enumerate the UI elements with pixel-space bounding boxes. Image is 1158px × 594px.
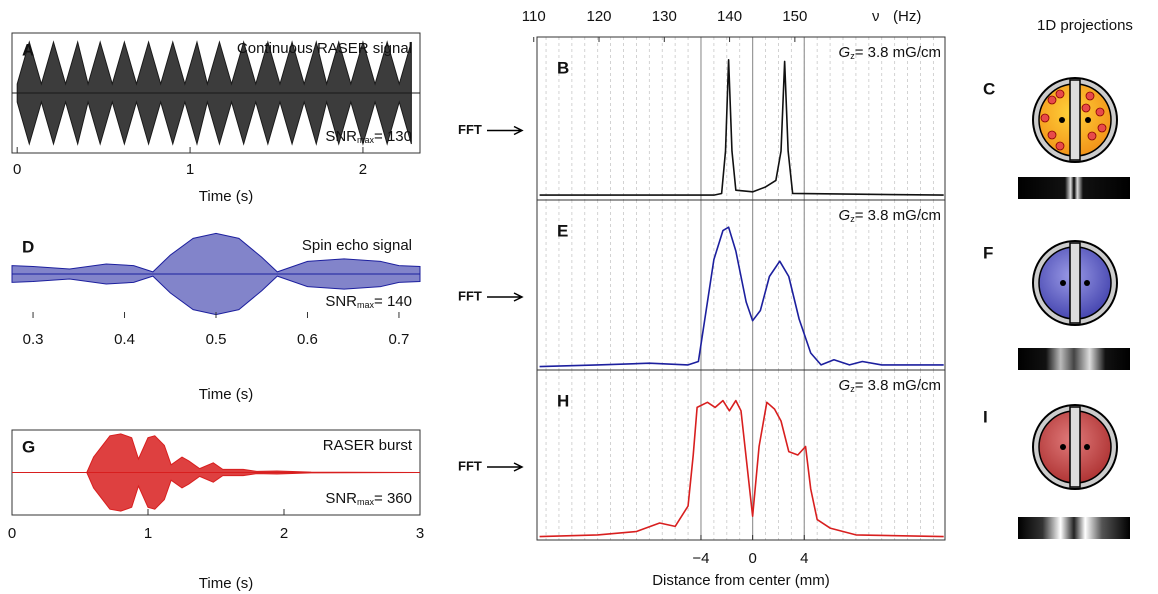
snr-label-part: = 130 bbox=[374, 128, 412, 145]
plot-frame bbox=[536, 369, 946, 541]
snr-label-part: max bbox=[357, 300, 375, 310]
x-tick-label: −4 bbox=[692, 550, 709, 567]
x-axis-title: Time (s) bbox=[199, 188, 253, 205]
panel-label: D bbox=[22, 237, 34, 256]
x-tick-label: 1 bbox=[144, 525, 152, 542]
gradient-label: Gz= 3.8 mG/cm bbox=[839, 44, 941, 61]
plot-frame bbox=[536, 36, 946, 201]
snr-label-part: max bbox=[357, 497, 375, 507]
diagram-c bbox=[1032, 77, 1118, 163]
x-axis-title: Distance from center (mm) bbox=[652, 572, 830, 589]
snr-label-part: = 140 bbox=[374, 293, 412, 310]
diagram-f bbox=[1032, 240, 1118, 326]
fft-label: FFT bbox=[458, 288, 482, 303]
x-tick-label: 0.4 bbox=[114, 331, 135, 348]
x2-tick-label: 150 bbox=[782, 8, 807, 25]
fft-label: FFT bbox=[458, 122, 482, 137]
x-tick-label: 3 bbox=[416, 525, 424, 542]
projection-i bbox=[1018, 517, 1130, 539]
snr-label: SNRmax= 140 bbox=[325, 293, 412, 310]
x2-tick-label: 120 bbox=[587, 8, 612, 25]
x-tick-label: 0 bbox=[748, 550, 756, 567]
gradient-label: Gz= 3.8 mG/cm bbox=[839, 207, 941, 224]
projection-c bbox=[1018, 177, 1130, 199]
snr-label-part: = 360 bbox=[374, 490, 412, 507]
x2-axis-title: ν bbox=[872, 8, 880, 25]
fft-arrow bbox=[487, 125, 524, 136]
signal-title: RASER burst bbox=[323, 437, 413, 454]
panel-label: F bbox=[983, 243, 993, 262]
gradient-label-part: z bbox=[850, 214, 855, 224]
signal-envelope bbox=[11, 232, 421, 316]
x-tick-label: 0 bbox=[13, 161, 21, 178]
gradient-label-part: G bbox=[839, 207, 851, 224]
panel-label: A bbox=[22, 40, 34, 59]
x-tick-label: 0.5 bbox=[206, 331, 227, 348]
fft-arrow bbox=[487, 292, 524, 302]
x-tick-label: 0 bbox=[8, 525, 16, 542]
x-axis-title: Time (s) bbox=[199, 575, 253, 592]
spectrum-line bbox=[539, 399, 944, 538]
projections-title: 1D projections bbox=[1037, 17, 1133, 34]
signal-envelope bbox=[16, 40, 412, 146]
x-tick-label: 0.3 bbox=[23, 331, 44, 348]
x2-tick-label: 130 bbox=[652, 8, 677, 25]
gradient-label-part: = 3.8 mG/cm bbox=[855, 377, 941, 394]
snr-label-part: max bbox=[357, 135, 375, 145]
x2-axis-unit: (Hz) bbox=[893, 8, 921, 25]
gradient-label: Gz= 3.8 mG/cm bbox=[839, 377, 941, 394]
x-tick-label: 0.6 bbox=[297, 331, 318, 348]
fft-arrow bbox=[487, 462, 524, 472]
gradient-label-part: z bbox=[850, 384, 855, 394]
x-tick-label: 4 bbox=[800, 550, 808, 567]
signal-title: Continuous RASER signal bbox=[237, 40, 412, 57]
snr-label-part: SNR bbox=[325, 128, 357, 145]
snr-label: SNRmax= 360 bbox=[325, 490, 412, 507]
x-tick-label: 2 bbox=[280, 525, 288, 542]
x-axis-title: Time (s) bbox=[199, 386, 253, 403]
spectrum-line bbox=[539, 226, 944, 368]
diagram-i bbox=[1032, 404, 1118, 490]
gradient-label-part: = 3.8 mG/cm bbox=[855, 207, 941, 224]
x2-tick-label: 110 bbox=[522, 8, 546, 25]
snr-label-part: SNR bbox=[325, 490, 357, 507]
snr-label-part: SNR bbox=[325, 293, 357, 310]
gradient-label-part: z bbox=[850, 51, 855, 61]
x-tick-label: 2 bbox=[359, 161, 367, 178]
plot-frame bbox=[536, 199, 946, 371]
signal-title: Spin echo signal bbox=[302, 237, 412, 254]
gradient-label-part: G bbox=[839, 377, 851, 394]
panel-label: B bbox=[557, 58, 569, 77]
panel-label: E bbox=[557, 221, 568, 240]
snr-label: SNRmax= 130 bbox=[325, 128, 412, 145]
projection-f bbox=[1018, 348, 1130, 370]
gradient-label-part: G bbox=[839, 44, 851, 61]
signal-envelope bbox=[12, 433, 421, 512]
fft-label: FFT bbox=[458, 458, 482, 473]
panel-label: C bbox=[983, 79, 995, 98]
panel-label: G bbox=[22, 437, 35, 456]
spectrum-line bbox=[539, 59, 944, 196]
panel-label: I bbox=[983, 407, 988, 426]
x-tick-label: 0.7 bbox=[389, 331, 410, 348]
gradient-label-part: = 3.8 mG/cm bbox=[855, 44, 941, 61]
panel-label: H bbox=[557, 391, 569, 410]
x2-tick-label: 140 bbox=[717, 8, 742, 25]
x-tick-label: 1 bbox=[186, 161, 194, 178]
